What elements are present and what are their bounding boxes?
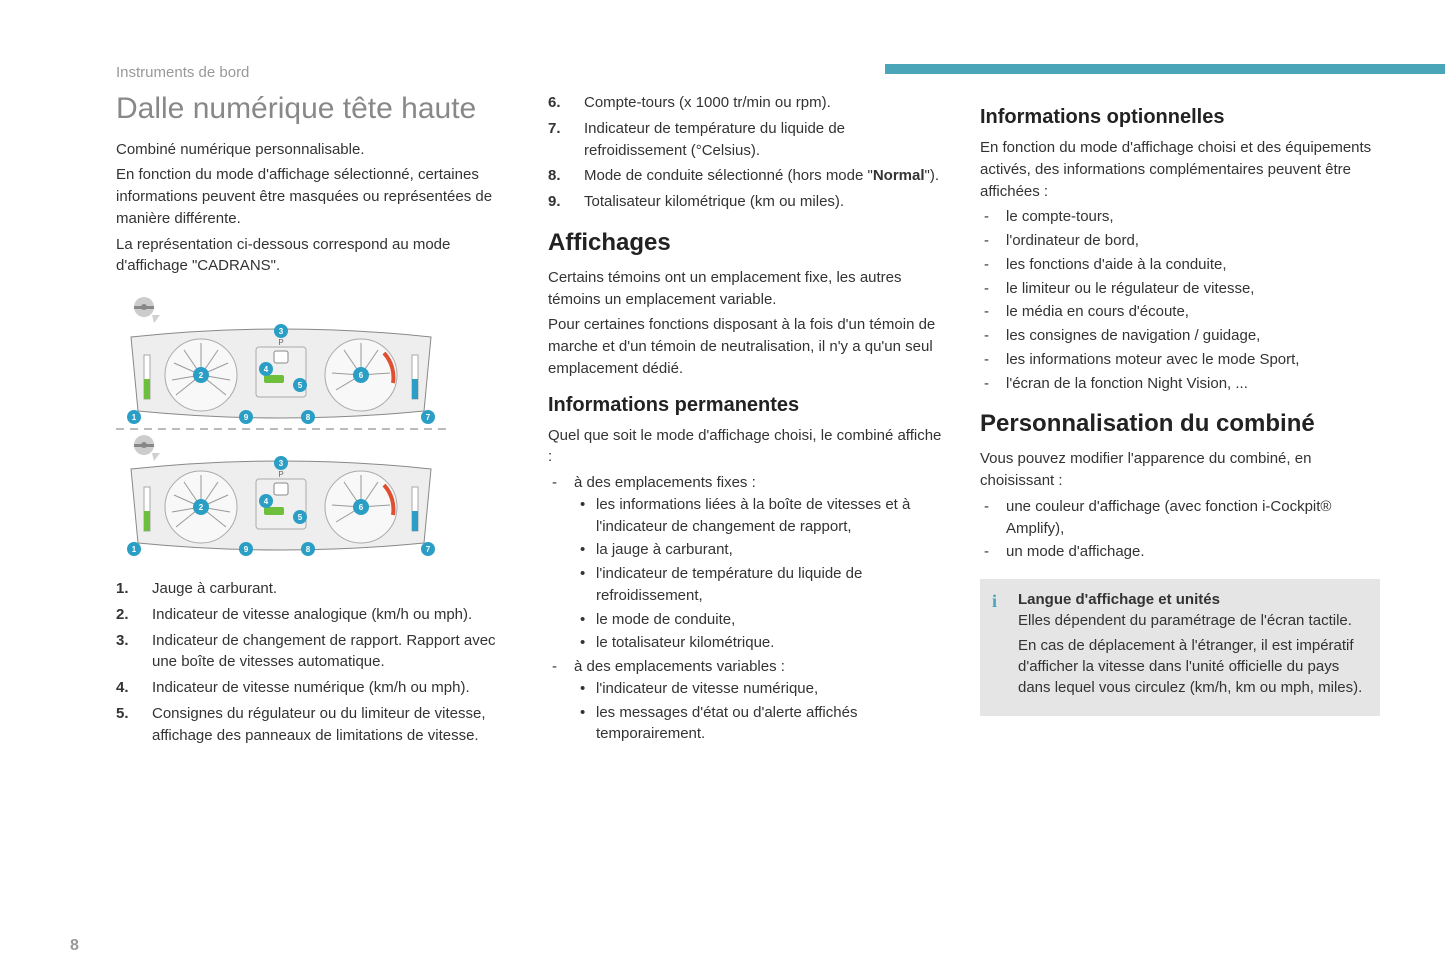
page-content: Dalle numérique tête haute Combiné numér… — [116, 92, 1385, 750]
legend-item: Indicateur de changement de rapport. Rap… — [116, 630, 516, 674]
legend-item: Indicateur de vitesse numérique (km/h ou… — [116, 677, 516, 699]
legend-item: Indicateur de vitesse analogique (km/h o… — [116, 604, 516, 626]
chapter-label: Instruments de bord — [116, 64, 249, 81]
svg-text:6: 6 — [359, 371, 364, 380]
section-heading: Affichages — [548, 229, 948, 257]
custom-list: une couleur d'affichage (avec fonction i… — [980, 496, 1380, 563]
svg-text:2: 2 — [199, 371, 204, 380]
list-item: l'indicateur de température du liquide d… — [574, 563, 948, 607]
header-accent-bar — [885, 64, 1445, 74]
svg-text:7: 7 — [426, 413, 431, 422]
list-item: un mode d'affichage. — [980, 541, 1380, 563]
info-box-content: Langue d'affichage et unités Elles dépen… — [1018, 591, 1366, 698]
legend-item: Consignes du régulateur ou du limiteur d… — [116, 703, 516, 747]
legend-list-6-9: Compte-tours (x 1000 tr/min ou rpm). Ind… — [548, 92, 948, 213]
list-item: le média en cours d'écoute, — [980, 301, 1380, 323]
svg-text:4: 4 — [264, 365, 269, 374]
list-item: le compte-tours, — [980, 206, 1380, 228]
list-item: à des emplacements variables : l'indicat… — [548, 656, 948, 745]
page-number: 8 — [70, 937, 79, 955]
svg-text:3: 3 — [279, 327, 284, 336]
body-text: Certains témoins ont un emplacement fixe… — [548, 267, 948, 311]
svg-text:5: 5 — [298, 381, 303, 390]
diagram-svg: P 1 2 3 4 5 6 7 — [116, 289, 446, 559]
subsection-heading: Informations optionnelles — [980, 106, 1380, 129]
column-1: Dalle numérique tête haute Combiné numér… — [116, 92, 516, 750]
column-3: Informations optionnelles En fonction du… — [980, 92, 1380, 750]
list-item: les informations liées à la boîte de vit… — [574, 494, 948, 538]
display-list: à des emplacements fixes : les informati… — [548, 472, 948, 745]
list-item: à des emplacements fixes : les informati… — [548, 472, 948, 654]
info-box-title: Langue d'affichage et unités — [1018, 591, 1366, 608]
list-item: le mode de conduite, — [574, 609, 948, 631]
svg-text:9: 9 — [244, 413, 249, 422]
legend-item: Jauge à carburant. — [116, 578, 516, 600]
optional-list: le compte-tours, l'ordinateur de bord, l… — [980, 206, 1380, 394]
list-item: la jauge à carburant, — [574, 539, 948, 561]
list-item: les informations moteur avec le mode Spo… — [980, 349, 1380, 371]
legend-list-1-5: Jauge à carburant. Indicateur de vitesse… — [116, 578, 516, 746]
svg-text:P: P — [278, 338, 283, 347]
variable-sublist: l'indicateur de vitesse numérique, les m… — [574, 678, 948, 745]
list-item: les consignes de navigation / guidage, — [980, 325, 1380, 347]
svg-text:1: 1 — [132, 413, 137, 422]
list-intro: à des emplacements variables : — [574, 658, 785, 675]
list-item: l'ordinateur de bord, — [980, 230, 1380, 252]
body-text: Vous pouvez modifier l'apparence du comb… — [980, 448, 1380, 492]
list-item: le limiteur ou le régulateur de vitesse, — [980, 278, 1380, 300]
intro-paragraph: Combiné numérique personnalisable. — [116, 139, 516, 161]
info-box-text: En cas de déplacement à l'étranger, il e… — [1018, 635, 1366, 698]
cluster-diagram: P 1 2 3 4 5 6 7 — [116, 289, 516, 564]
list-item: une couleur d'affichage (avec fonction i… — [980, 496, 1380, 540]
svg-text:8: 8 — [306, 413, 311, 422]
list-item: le totalisateur kilométrique. — [574, 632, 948, 654]
list-intro: à des emplacements fixes : — [574, 474, 756, 491]
subsection-heading: Informations permanentes — [548, 394, 948, 417]
list-item: les fonctions d'aide à la conduite, — [980, 254, 1380, 276]
intro-paragraph: En fonction du mode d'affichage sélectio… — [116, 164, 516, 229]
legend-item: Totalisateur kilométrique (km ou miles). — [548, 191, 948, 213]
legend-item: Compte-tours (x 1000 tr/min ou rpm). — [548, 92, 948, 114]
list-item: l'indicateur de vitesse numérique, — [574, 678, 948, 700]
body-text: Quel que soit le mode d'affichage choisi… — [548, 425, 948, 469]
list-item: l'écran de la fonction Night Vision, ... — [980, 373, 1380, 395]
info-box-text: Elles dépendent du paramétrage de l'écra… — [1018, 610, 1366, 631]
column-2: Compte-tours (x 1000 tr/min ou rpm). Ind… — [548, 92, 948, 750]
body-text: En fonction du mode d'affichage choisi e… — [980, 137, 1380, 202]
list-item: les messages d'état ou d'alerte affichés… — [574, 702, 948, 746]
intro-paragraph: La représentation ci-dessous correspond … — [116, 234, 516, 278]
info-box: i Langue d'affichage et unités Elles dép… — [980, 579, 1380, 716]
legend-item: Mode de conduite sélectionné (hors mode … — [548, 165, 948, 187]
section-heading: Personnalisation du combiné — [980, 410, 1380, 438]
page-title: Dalle numérique tête haute — [116, 92, 516, 127]
info-icon: i — [992, 591, 997, 612]
fixed-sublist: les informations liées à la boîte de vit… — [574, 494, 948, 654]
legend-item: Indicateur de température du liquide de … — [548, 118, 948, 162]
body-text: Pour certaines fonctions disposant à la … — [548, 314, 948, 379]
